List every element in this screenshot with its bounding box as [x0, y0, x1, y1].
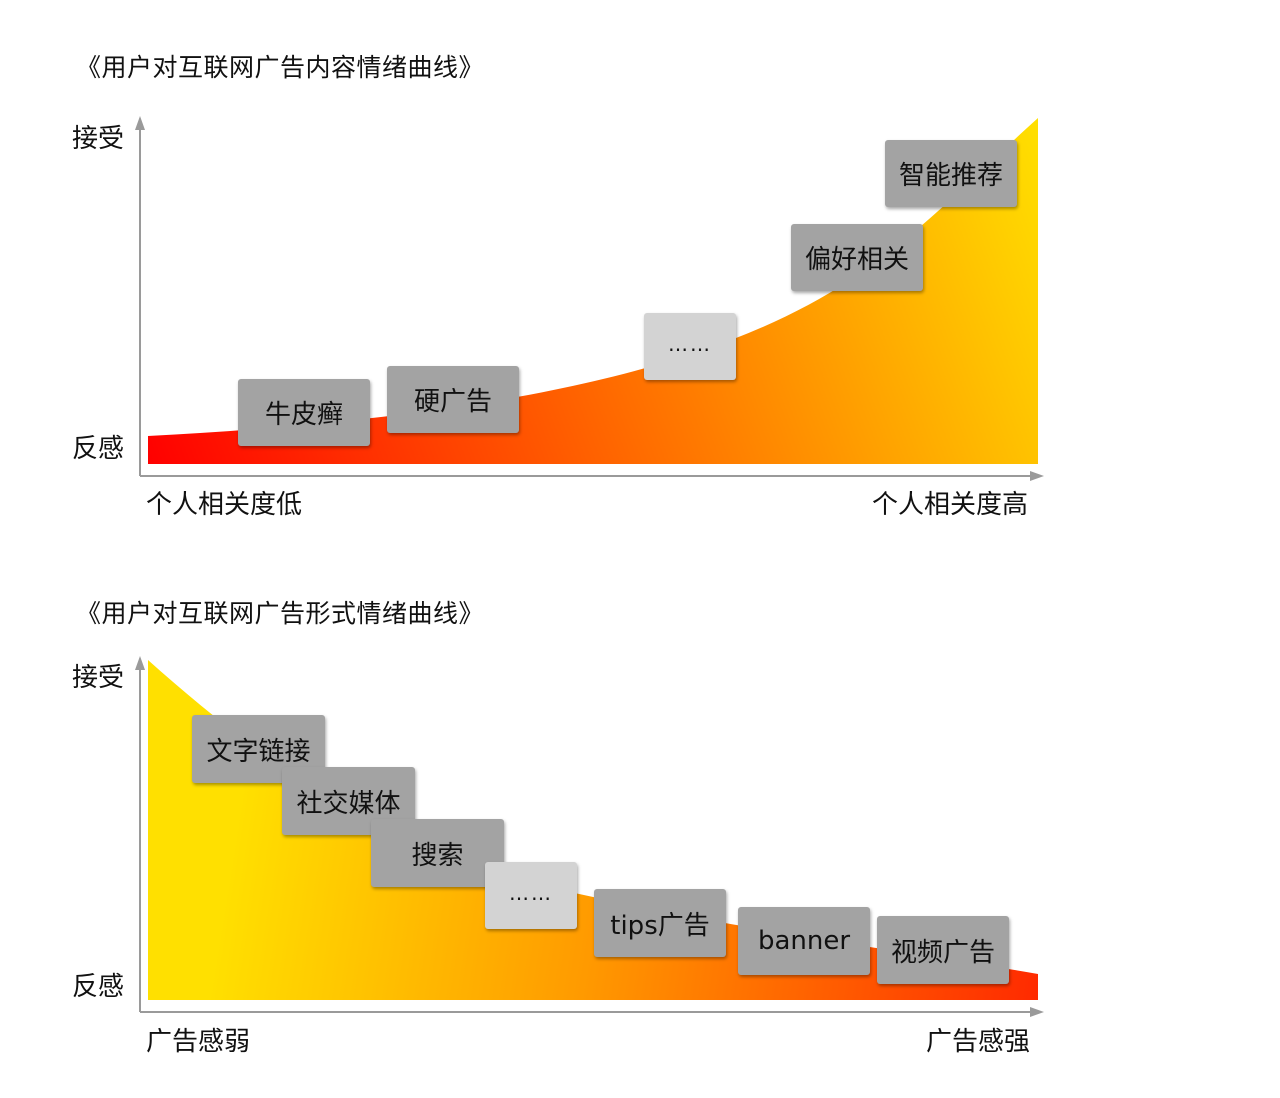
diagram1-title: 《用户对互联网广告内容情绪曲线》 [76, 53, 485, 82]
d1-box-niupixian: 牛皮癣 [238, 379, 370, 446]
diagram1-emotion-area [148, 118, 1038, 464]
d1-box-ellipsis: …… [644, 313, 736, 380]
diagram2-y-bottom-label: 反感 [72, 972, 125, 1002]
diagram1-y-axis [135, 116, 145, 476]
diagram2-y-top-label: 接受 [72, 663, 125, 693]
d2-box-banner: banner [738, 907, 870, 975]
diagram1-x-axis [140, 471, 1044, 481]
diagram2-title: 《用户对互联网广告形式情绪曲线》 [76, 599, 485, 628]
diagram2-x-axis [140, 1007, 1044, 1017]
diagram1-y-bottom-label: 反感 [72, 434, 125, 464]
d1-box-pianhao: 偏好相关 [791, 224, 923, 291]
d1-box-yingguanggao: 硬广告 [387, 366, 519, 433]
diagram2-y-axis [135, 656, 145, 1012]
diagram1-x-right-label: 个人相关度高 [872, 490, 1029, 520]
diagram1-x-left-label: 个人相关度低 [146, 490, 303, 520]
d2-box-sousuo: 搜索 [371, 819, 504, 887]
diagram2-x-right-label: 广告感强 [926, 1027, 1031, 1057]
d2-box-shipin: 视频广告 [877, 916, 1009, 984]
d2-box-shejiaomeiti: 社交媒体 [282, 767, 415, 835]
diagram1-chart [135, 116, 1044, 481]
d2-box-ellipsis: …… [485, 862, 577, 929]
d1-box-zhineng: 智能推荐 [885, 140, 1017, 207]
d2-box-tips: tips广告 [594, 889, 726, 957]
diagram2-x-left-label: 广告感弱 [146, 1027, 251, 1057]
diagram1-y-top-label: 接受 [72, 124, 125, 154]
